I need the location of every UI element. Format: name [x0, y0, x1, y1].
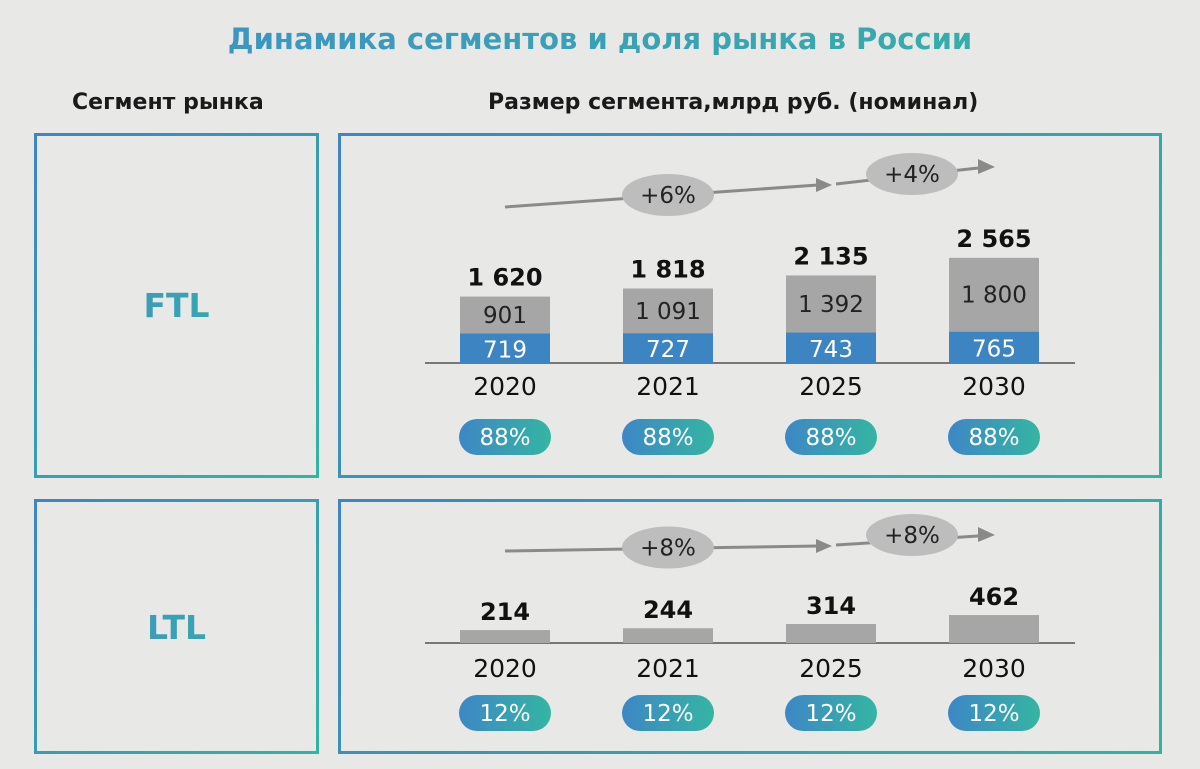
ltl-growth-bubble-1	[622, 526, 714, 569]
ftl-segment-name: FTL	[37, 286, 316, 325]
ftl-bar-lower-label-2021: 727	[646, 337, 690, 363]
ltl-growth-label-2: +8%	[884, 523, 940, 549]
ltl-share-pill-1	[622, 695, 714, 731]
ftl-share-pill-2	[785, 419, 877, 455]
ftl-bar-upper-2020	[460, 296, 550, 334]
ftl-share-pill-3	[948, 419, 1040, 455]
ftl-total-label-2021: 1 818	[630, 255, 705, 283]
ltl-bar-2020	[460, 630, 550, 643]
ftl-segment-box: FTL	[34, 133, 319, 478]
ltl-bar-2021	[623, 628, 713, 643]
page-title: Динамика сегментов и доля рынка в России	[0, 22, 1200, 56]
ltl-share-pill-2	[785, 695, 877, 731]
ftl-year-label-2025: 2025	[799, 372, 863, 401]
ftl-share-label-3: 88%	[968, 425, 1019, 451]
ftl-arrowhead-2	[978, 159, 995, 174]
ftl-growth-bubble-1	[622, 174, 714, 216]
ftl-bar-upper-label-2025: 1 392	[798, 292, 864, 318]
ftl-total-label-2020: 1 620	[467, 264, 542, 292]
ltl-total-label-2025: 314	[806, 592, 856, 620]
ftl-bar-lower-2030	[949, 331, 1039, 363]
ftl-bar-upper-2025	[786, 275, 876, 333]
ltl-bar-2025	[786, 624, 876, 643]
ltl-share-pill-0	[459, 695, 551, 731]
ftl-bar-upper-2021	[623, 288, 713, 334]
ftl-year-label-2021: 2021	[636, 372, 700, 401]
ltl-year-label-2030: 2030	[962, 654, 1026, 683]
ftl-bar-upper-label-2030: 1 800	[961, 283, 1027, 309]
ftl-growth-bubble-2	[866, 153, 958, 195]
ltl-total-label-2021: 244	[643, 596, 693, 624]
ftl-bar-lower-label-2030: 765	[972, 336, 1016, 362]
ltl-share-pill-3	[948, 695, 1040, 731]
ftl-bar-upper-label-2021: 1 091	[635, 299, 701, 325]
ftl-year-label-2020: 2020	[473, 372, 537, 401]
ltl-segment-box: LTL	[34, 499, 319, 754]
ltl-year-label-2021: 2021	[636, 654, 700, 683]
ltl-total-label-2020: 214	[480, 598, 530, 626]
ftl-bar-lower-2021	[623, 333, 713, 363]
ftl-bar-upper-2030	[949, 257, 1039, 332]
ftl-share-pill-1	[622, 419, 714, 455]
ftl-growth-label-1: +6%	[640, 183, 696, 209]
ftl-year-label-2030: 2030	[962, 372, 1026, 401]
ltl-share-label-3: 12%	[968, 701, 1019, 727]
ftl-bar-lower-2020	[460, 333, 550, 363]
ltl-segment-name: LTL	[37, 608, 316, 647]
ftl-share-label-1: 88%	[642, 425, 693, 451]
ltl-arrowhead-2	[978, 527, 995, 542]
ftl-share-label-0: 88%	[479, 425, 530, 451]
ltl-share-label-2: 12%	[805, 701, 856, 727]
ltl-growth-label-1: +8%	[640, 536, 696, 562]
ltl-share-label-0: 12%	[479, 701, 530, 727]
ftl-bar-lower-label-2020: 719	[483, 337, 527, 363]
ftl-bar-lower-2025	[786, 332, 876, 363]
ftl-growth-label-2: +4%	[884, 162, 940, 188]
ftl-share-label-2: 88%	[805, 425, 856, 451]
ftl-total-label-2030: 2 565	[956, 225, 1031, 253]
ftl-arrowhead-1	[816, 178, 832, 192]
segment-column-header: Сегмент рынка	[72, 90, 264, 115]
ftl-bar-upper-label-2020: 901	[483, 303, 527, 329]
ltl-arrowhead-1	[816, 539, 832, 553]
ftl-total-label-2025: 2 135	[793, 242, 868, 270]
ltl-growth-bubble-2	[866, 514, 958, 556]
ltl-share-label-1: 12%	[642, 701, 693, 727]
ftl-bar-lower-label-2025: 743	[809, 337, 853, 363]
size-column-header: Размер сегмента,млрд руб. (номинал)	[488, 90, 979, 115]
ltl-year-label-2020: 2020	[473, 654, 537, 683]
ftl-share-pill-0	[459, 419, 551, 455]
ltl-total-label-2030: 462	[969, 583, 1019, 611]
ltl-year-label-2025: 2025	[799, 654, 863, 683]
ltl-bar-2030	[949, 615, 1039, 643]
